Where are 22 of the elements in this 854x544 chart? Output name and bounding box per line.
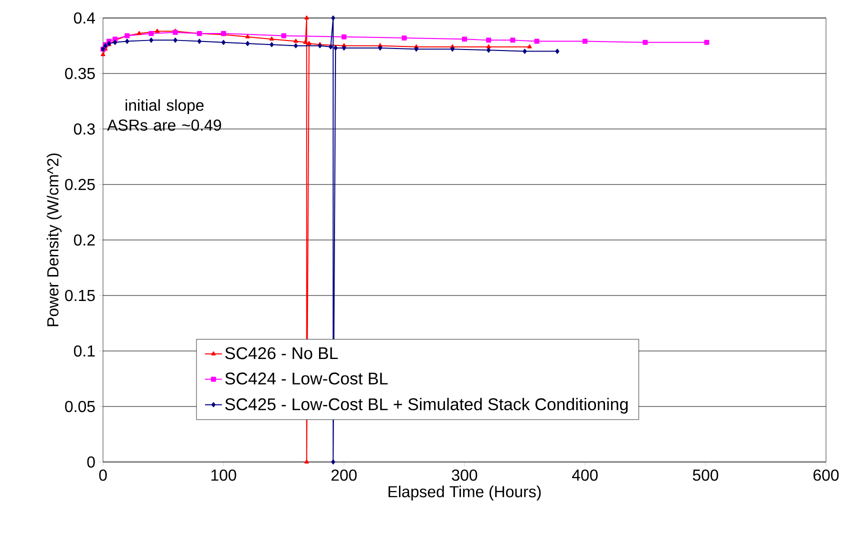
- y-tick-label: 0.35: [65, 68, 95, 80]
- x-tick-label: 100: [211, 470, 236, 481]
- x-tick-label: 300: [452, 470, 478, 481]
- annotation: initial slope ASRs are ~0.49: [107, 99, 222, 131]
- y-tick-label: 0.4: [74, 12, 96, 24]
- legend-label: SC426 - No BL: [225, 347, 338, 360]
- x-tick-label: 400: [572, 470, 598, 481]
- y-tick-label: 0.25: [65, 178, 95, 190]
- y-axis-title: Power Density (W/cm^2): [46, 154, 62, 326]
- y-tick-label: 0.2: [74, 234, 95, 246]
- x-tick-label: 200: [332, 470, 357, 481]
- x-tick-label: 600: [814, 470, 839, 481]
- x-tick-label: 0: [99, 470, 107, 481]
- legend-label: SC425 - Low-Cost BL + Simulated Stack Conditioning: [225, 398, 628, 414]
- y-tick-label: 0.05: [65, 400, 95, 412]
- x-axis-title: Elapsed Time (Hours): [388, 486, 541, 500]
- legend-label: SC424 - Low-Cost BL: [225, 372, 388, 385]
- y-tick-label: 0: [87, 456, 95, 468]
- y-tick-label: 0.1: [74, 345, 95, 357]
- y-tick-label: 0.15: [65, 290, 95, 302]
- y-tick-label: 0.3: [74, 123, 95, 135]
- x-tick-label: 500: [692, 470, 718, 481]
